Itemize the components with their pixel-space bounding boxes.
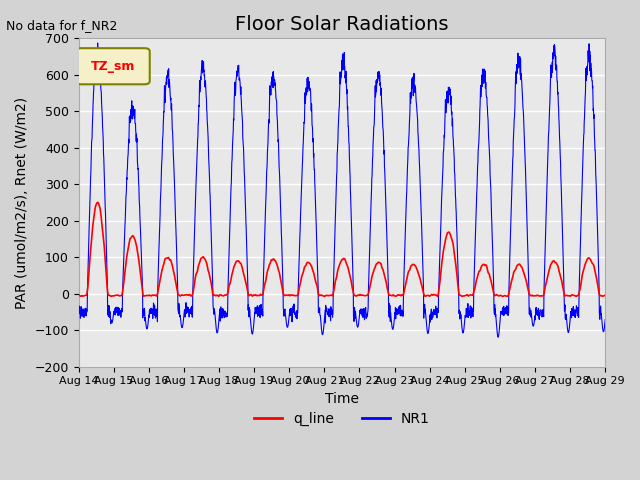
Text: No data for f_NR2: No data for f_NR2 [6,19,118,32]
FancyBboxPatch shape [76,48,150,84]
Legend: q_line, NR1: q_line, NR1 [249,407,435,432]
X-axis label: Time: Time [325,392,359,406]
Y-axis label: PAR (umol/m2/s), Rnet (W/m2): PAR (umol/m2/s), Rnet (W/m2) [15,96,29,309]
Title: Floor Solar Radiations: Floor Solar Radiations [235,15,449,34]
Text: TZ_sm: TZ_sm [91,60,135,73]
